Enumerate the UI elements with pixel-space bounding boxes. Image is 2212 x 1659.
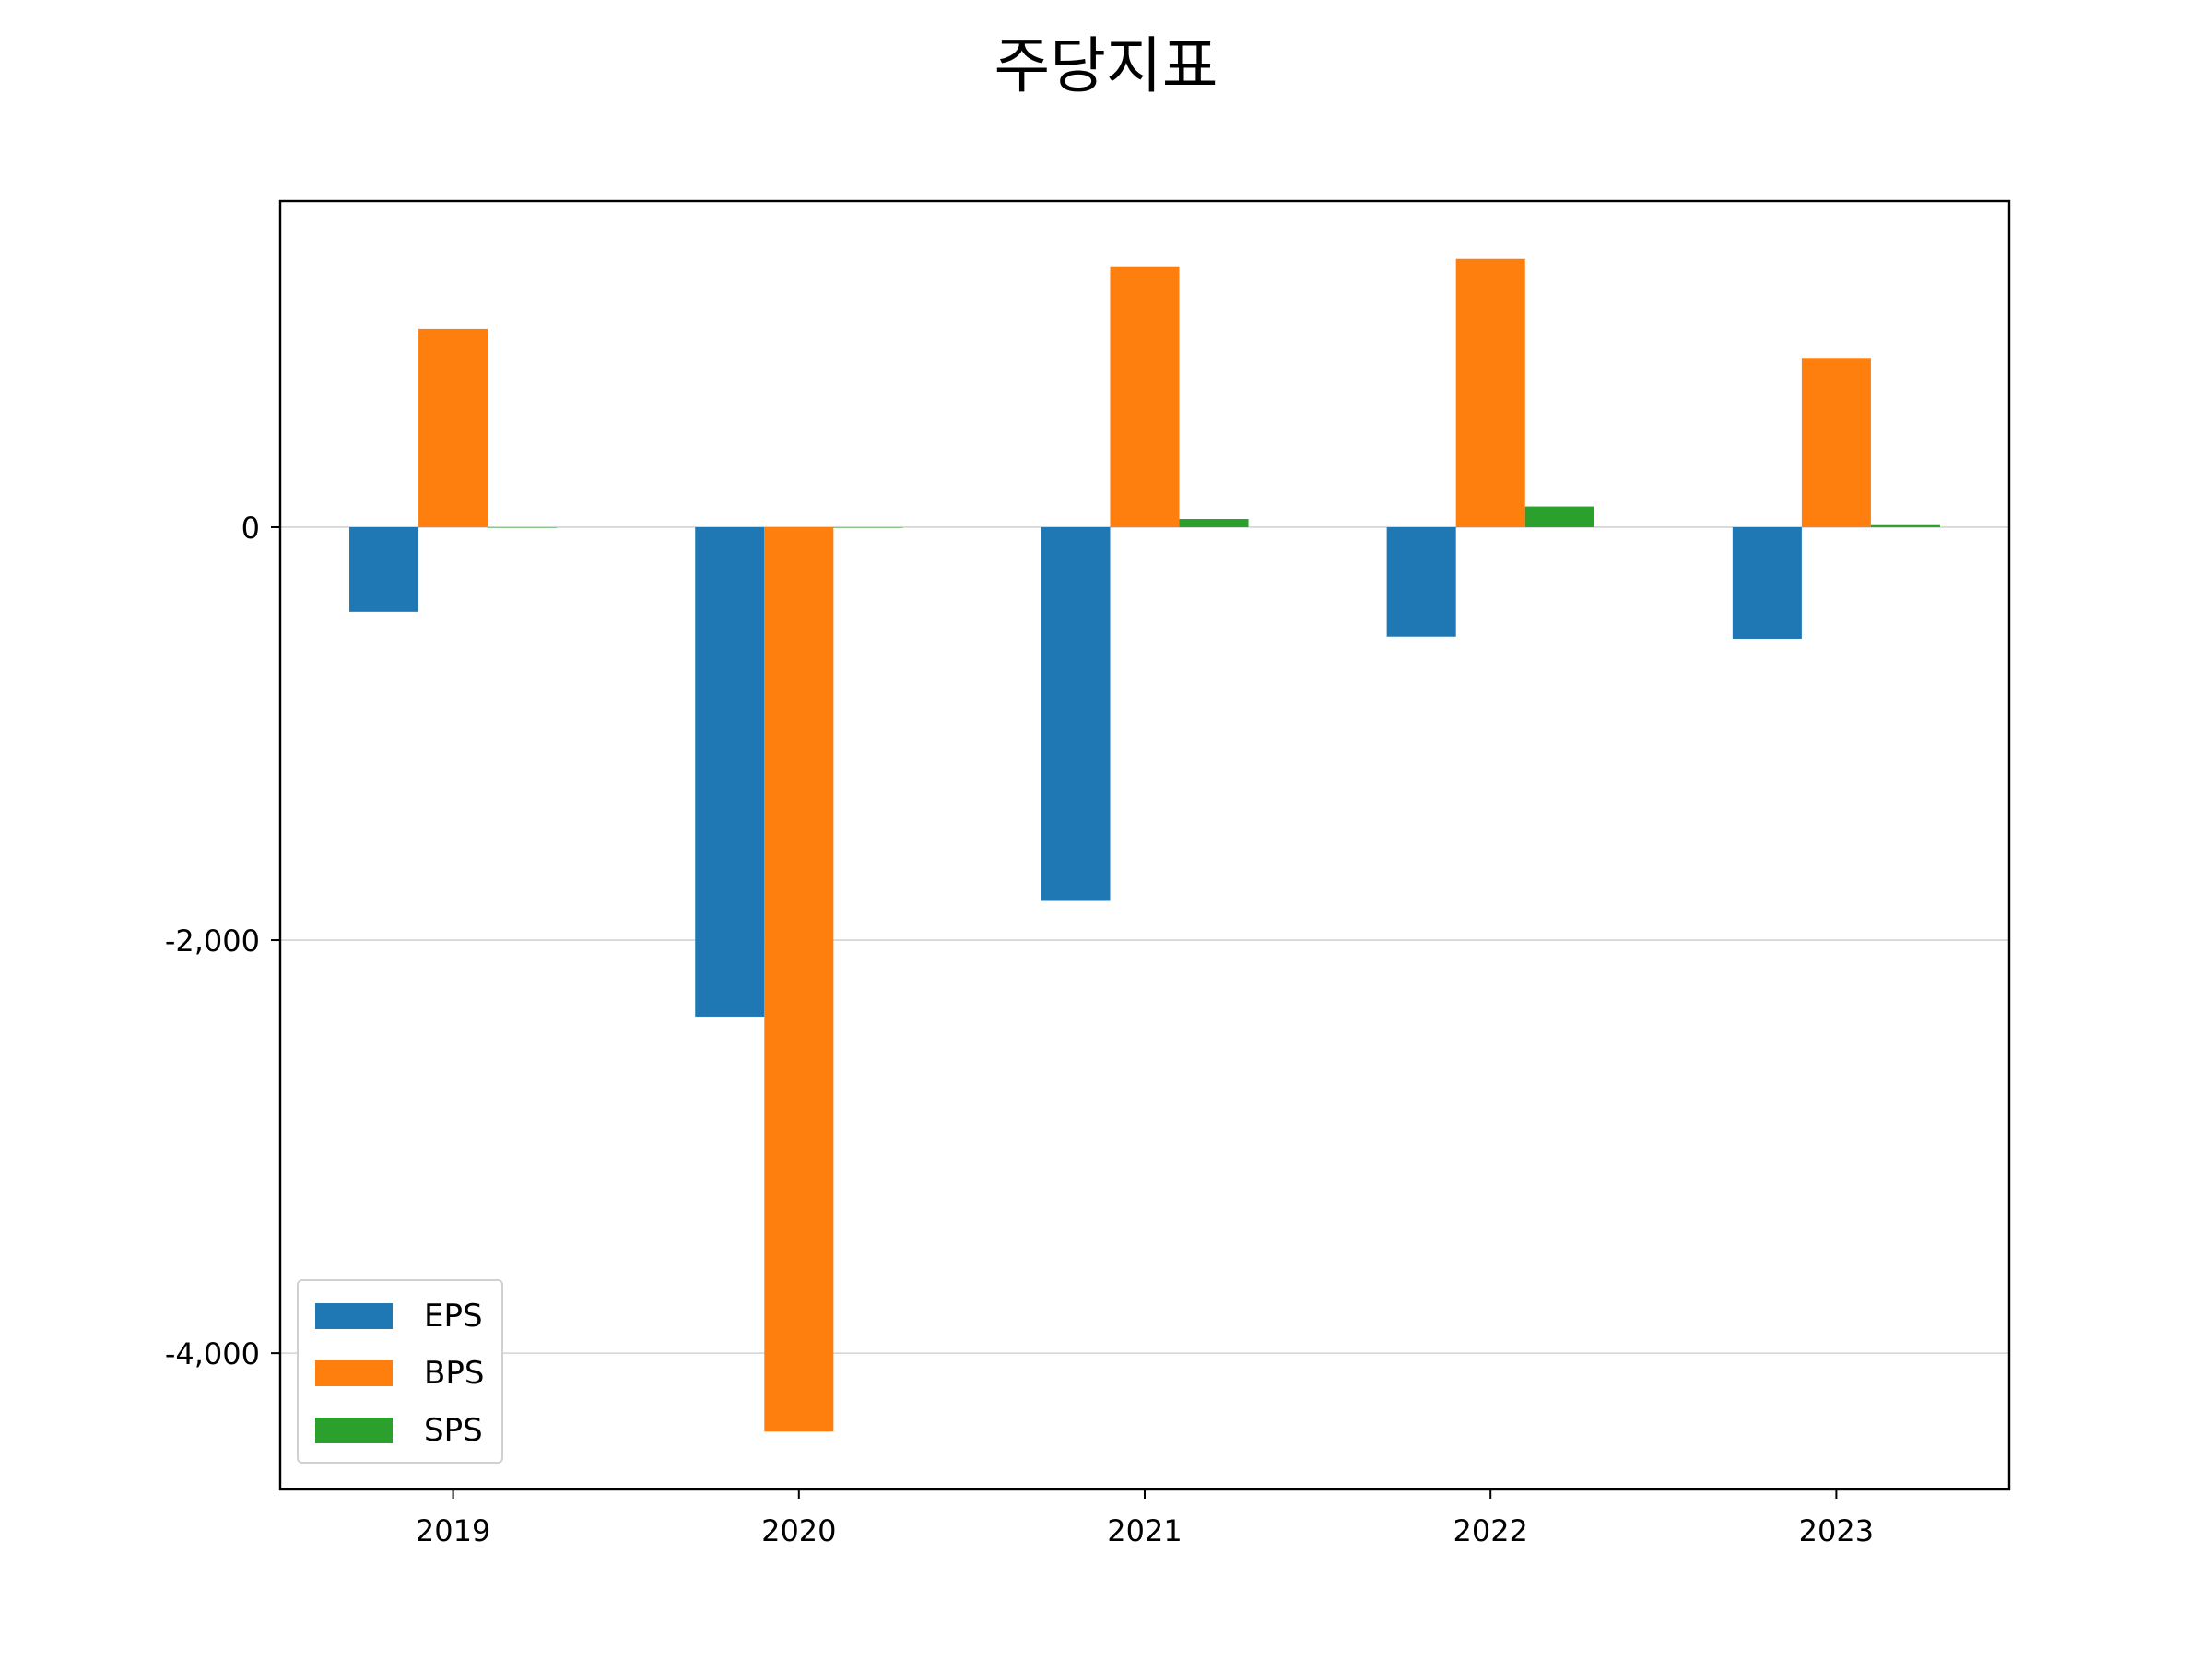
- legend-swatch-sps: [315, 1418, 393, 1443]
- bar-eps-2019: [349, 526, 419, 612]
- legend-item-bps: BPS: [315, 1355, 484, 1392]
- ytick-label-1: -2,000: [165, 924, 260, 959]
- xtick-label-2022: 2022: [1453, 1513, 1527, 1548]
- bar-sps-2019: [488, 526, 558, 528]
- legend-swatch-eps: [315, 1303, 393, 1329]
- bar-sps-2021: [1179, 519, 1249, 527]
- chart-title: 주당지표: [994, 30, 1218, 101]
- legend-label-sps: SPS: [424, 1412, 483, 1449]
- xtick-label-2020: 2020: [761, 1513, 836, 1548]
- bar-sps-2023: [1870, 524, 1940, 527]
- ytick-label-0: 0: [241, 511, 260, 546]
- grid-layer: [280, 526, 2009, 1354]
- bar-layer: [349, 258, 1940, 1432]
- bar-eps-2022: [1386, 526, 1456, 637]
- bar-bps-2021: [1110, 266, 1180, 527]
- xtick-label-2019: 2019: [416, 1513, 490, 1548]
- xtick-label-2023: 2023: [1799, 1513, 1874, 1548]
- bar-eps-2021: [1041, 526, 1111, 901]
- bar-eps-2020: [695, 526, 765, 1017]
- legend-item-sps: SPS: [315, 1412, 483, 1449]
- bar-bps-2019: [418, 328, 488, 527]
- bar-eps-2023: [1732, 526, 1802, 639]
- legend-swatch-bps: [315, 1360, 393, 1386]
- bar-sps-2020: [833, 526, 903, 528]
- xtick-label-2021: 2021: [1107, 1513, 1182, 1548]
- bar-bps-2022: [1455, 258, 1525, 527]
- legend-label-eps: EPS: [424, 1298, 483, 1335]
- ytick-label-2: -4,000: [165, 1336, 260, 1371]
- legend-item-eps: EPS: [315, 1298, 483, 1335]
- bar-sps-2022: [1524, 506, 1594, 527]
- bar-bps-2023: [1801, 358, 1871, 527]
- legend: EPS BPS SPS: [297, 1279, 503, 1464]
- legend-label-bps: BPS: [424, 1355, 485, 1392]
- axis-layer: 0 -2,000 -4,000 2019 2020 2021 2022 2023: [165, 511, 1874, 1548]
- bar-bps-2020: [764, 526, 834, 1432]
